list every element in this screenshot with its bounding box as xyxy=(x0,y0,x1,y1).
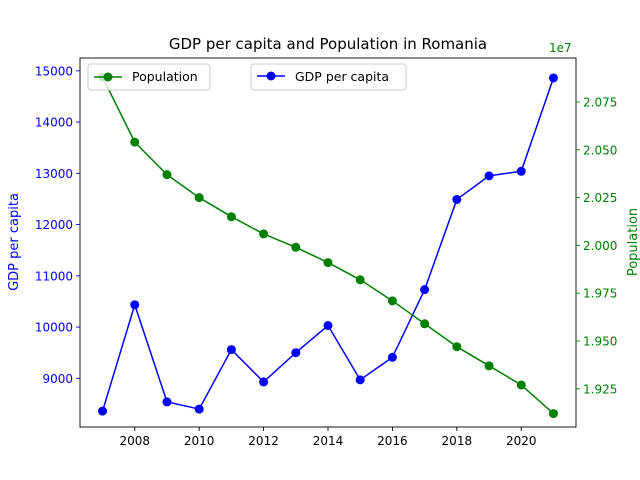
population-point xyxy=(291,242,301,252)
x-tick-label: 2016 xyxy=(377,434,408,448)
x-tick-label: 2010 xyxy=(184,434,215,448)
population-point xyxy=(387,296,397,306)
gdp-per-capita-point xyxy=(452,194,462,204)
population-point xyxy=(516,380,526,390)
left-y-tick-label: 12000 xyxy=(35,218,73,232)
gdp-per-capita-point xyxy=(291,348,301,358)
left-y-tick-label: 14000 xyxy=(35,116,73,130)
population-point xyxy=(162,170,172,180)
right-y-tick-label: 2.075 xyxy=(583,95,617,109)
gdp-per-capita-line xyxy=(101,77,555,412)
gdp-per-capita-point xyxy=(387,352,397,362)
left-y-tick-label: 10000 xyxy=(35,321,73,335)
right-y-axis: 1.925 1.950 1.975 2.000 2.025 2.050 2.075 xyxy=(576,95,617,396)
gdp-per-capita-point xyxy=(420,285,430,295)
legend-population-label: Population xyxy=(132,69,198,84)
gdp-per-capita-point xyxy=(516,166,526,176)
legend-population-box xyxy=(87,63,211,91)
left-y-tick-label: 9000 xyxy=(42,372,73,386)
right-y-tick-label: 1.925 xyxy=(583,382,617,396)
population-point xyxy=(259,229,269,239)
gdp-per-capita-point xyxy=(355,375,365,385)
chart-title: GDP per capita and Population in Romania xyxy=(169,35,487,53)
left-axis-label: GDP per capita xyxy=(7,193,22,291)
x-tick-label: 2012 xyxy=(248,434,279,448)
right-y-tick-label: 1.975 xyxy=(583,287,617,301)
left-y-tick-label: 13000 xyxy=(35,167,73,181)
left-y-axis: 9000 10000 11000 12000 13000 14000 15000 xyxy=(35,64,80,386)
right-y-tick-label: 2.025 xyxy=(583,191,617,205)
x-tick-label: 2008 xyxy=(119,434,150,448)
gdp-per-capita-point xyxy=(162,397,172,407)
right-y-tick-label: 2.000 xyxy=(583,239,617,253)
right-axis-offset-text: 1e7 xyxy=(549,41,572,55)
gdp-per-capita-point xyxy=(484,171,494,181)
gdp-per-capita-point xyxy=(226,345,236,355)
gdp-per-capita-point xyxy=(130,300,140,310)
population-point xyxy=(548,409,558,419)
x-tick-label: 2014 xyxy=(313,434,344,448)
population-point xyxy=(452,342,462,352)
legend-population-marker xyxy=(103,72,113,82)
plot-frame xyxy=(79,57,577,428)
legend-gdp-per-capita: GDP per capita xyxy=(250,63,407,91)
x-tick-label: 2020 xyxy=(506,434,537,448)
left-y-tick-label: 11000 xyxy=(35,269,73,283)
legend-population: Population xyxy=(87,63,211,91)
population-point xyxy=(420,319,430,329)
gdp-per-capita-point xyxy=(259,377,269,387)
population-point xyxy=(226,212,236,222)
right-axis-label: Population xyxy=(626,208,640,276)
legend-gdp-per-capita-label: GDP per capita xyxy=(295,69,389,84)
gdp-per-capita-point xyxy=(548,73,558,83)
legend-gdp-per-capita-marker xyxy=(266,71,276,81)
population-point xyxy=(355,275,365,285)
right-y-tick-label: 2.050 xyxy=(583,143,617,157)
plot-area xyxy=(79,57,577,428)
x-axis: 2008 2010 2012 2014 2016 2018 2020 xyxy=(119,427,537,448)
population-point xyxy=(130,137,140,147)
legend-gdp-per-capita-box xyxy=(250,63,407,91)
population-point xyxy=(484,361,494,371)
gdp-per-capita-point xyxy=(194,404,204,414)
gdp-per-capita-point xyxy=(323,321,333,331)
x-tick-label: 2018 xyxy=(442,434,473,448)
left-y-tick-label: 15000 xyxy=(35,64,73,78)
population-point xyxy=(323,258,333,268)
gdp-per-capita-point xyxy=(98,406,108,416)
right-y-tick-label: 1.950 xyxy=(583,334,617,348)
population-point xyxy=(194,193,204,203)
